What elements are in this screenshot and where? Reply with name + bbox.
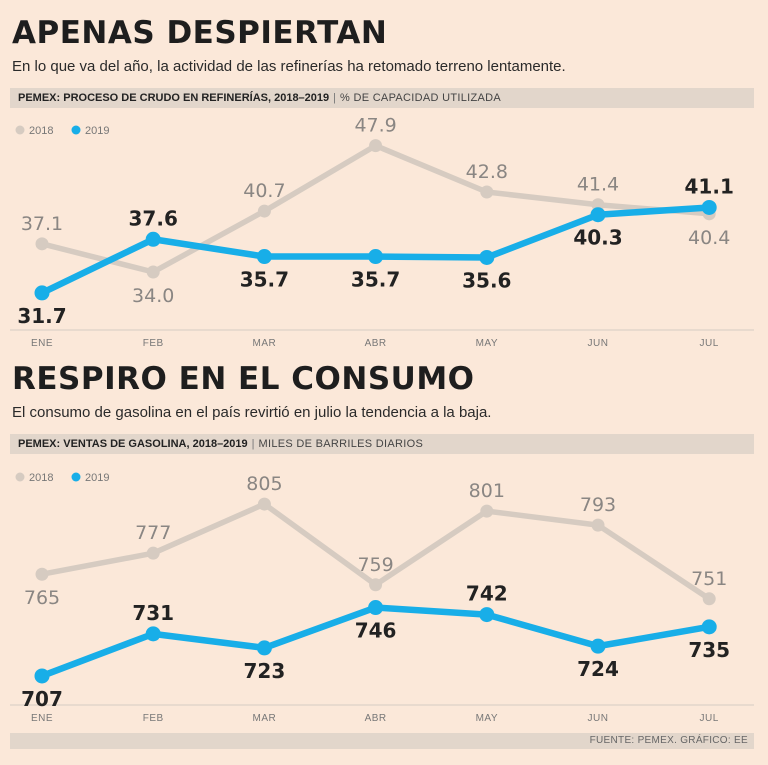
legend-marker-2019 xyxy=(71,472,81,482)
chart2-subtitle: El consumo de gasolina en el país revirt… xyxy=(12,404,492,421)
data-label-2019: 31.7 xyxy=(17,304,66,328)
data-point-2019 xyxy=(34,285,50,301)
x-tick-label: ENE xyxy=(31,338,53,349)
x-tick-label: MAY xyxy=(476,338,498,349)
data-label-2019: 731 xyxy=(132,601,174,625)
x-tick-label: FEB xyxy=(143,338,164,349)
legend-label-2019: 2019 xyxy=(85,125,109,137)
data-point-2018 xyxy=(146,546,160,560)
data-label-2018: 765 xyxy=(24,587,60,609)
data-label-2019: 37.6 xyxy=(129,206,178,230)
data-label-2018: 40.4 xyxy=(688,227,730,249)
chart2-header-title: PEMEX: VENTAS DE GASOLINA, 2018–2019 xyxy=(18,438,248,450)
legend-label-2019: 2019 xyxy=(85,472,109,484)
data-point-2019 xyxy=(145,626,161,642)
data-label-2018: 47.9 xyxy=(354,115,396,137)
data-point-2018 xyxy=(480,504,494,518)
data-label-2019: 35.7 xyxy=(351,268,400,292)
data-label-2019: 35.6 xyxy=(462,268,511,292)
data-point-2018 xyxy=(35,237,49,251)
chart1-plot: ENE FEB MAR ABR MAY JUN JUL 2018 2019 37.1 34.0 40.… xyxy=(10,115,754,349)
data-point-2018 xyxy=(35,567,49,581)
chart2-title: RESPIRO EN EL CONSUMO xyxy=(12,361,475,397)
x-tick-label: MAY xyxy=(476,713,498,724)
data-label-2019: 707 xyxy=(21,687,63,711)
chart2-plot: ENE FEB MAR ABR MAY JUN JUL 2018 2019 765 777 805 75… xyxy=(10,472,754,724)
data-point-2019 xyxy=(701,619,717,635)
data-label-2018: 793 xyxy=(580,494,616,516)
chart1-subtitle: En lo que va del año, la actividad de la… xyxy=(12,58,566,75)
data-point-2019 xyxy=(368,600,384,616)
chart1-title: APENAS DESPIERTAN xyxy=(12,15,388,51)
data-point-2018 xyxy=(257,204,271,218)
data-label-2018: 805 xyxy=(246,473,282,495)
x-tick-label: MAR xyxy=(253,713,277,724)
data-point-2019 xyxy=(34,668,50,684)
data-point-2019 xyxy=(145,231,161,247)
data-label-2019: 746 xyxy=(355,619,397,643)
data-point-2018 xyxy=(480,185,494,199)
source-footer: FUENTE: PEMEX. GRÁFICO: EE xyxy=(10,733,754,749)
data-point-2018 xyxy=(702,592,716,606)
data-point-2019 xyxy=(479,249,495,265)
data-point-2019 xyxy=(590,207,606,223)
data-point-2018 xyxy=(369,139,383,153)
data-point-2018 xyxy=(257,497,271,511)
data-label-2019: 735 xyxy=(688,638,730,662)
data-point-2019 xyxy=(590,638,606,654)
data-point-2019 xyxy=(256,249,272,265)
legend-marker-2018 xyxy=(15,472,25,482)
data-point-2019 xyxy=(368,249,384,265)
data-label-2019: 742 xyxy=(466,582,508,606)
chart1-header-bar: PEMEX: PROCESO DE CRUDO EN REFINERÍAS, 2… xyxy=(10,88,754,108)
x-tick-label: FEB xyxy=(143,713,164,724)
data-label-2018: 34.0 xyxy=(132,285,174,307)
chart1-header-title: PEMEX: PROCESO DE CRUDO EN REFINERÍAS, 2… xyxy=(18,92,330,104)
legend-label-2018: 2018 xyxy=(29,472,53,484)
data-point-2018 xyxy=(146,265,160,279)
data-label-2018: 42.8 xyxy=(466,161,508,183)
legend-marker-2019 xyxy=(71,125,81,135)
data-label-2018: 759 xyxy=(357,554,393,576)
x-tick-label: JUL xyxy=(700,713,719,724)
chart2-header-bar: PEMEX: VENTAS DE GASOLINA, 2018–2019 | MIL… xyxy=(10,434,754,454)
data-label-2019: 723 xyxy=(244,659,286,683)
data-label-2018: 777 xyxy=(135,522,171,544)
data-label-2018: 751 xyxy=(691,568,727,590)
data-label-2018: 41.4 xyxy=(577,174,619,196)
data-label-2018: 40.7 xyxy=(243,180,285,202)
data-label-2019: 724 xyxy=(577,657,619,681)
x-tick-label: JUN xyxy=(588,713,609,724)
data-label-2018: 37.1 xyxy=(21,213,63,235)
data-point-2019 xyxy=(479,607,495,623)
data-label-2019: 35.7 xyxy=(240,268,289,292)
data-label-2019: 41.1 xyxy=(685,174,734,198)
chart1-header-unit: % DE CAPACIDAD UTILIZADA xyxy=(340,92,502,104)
x-tick-label: JUN xyxy=(588,338,609,349)
data-label-2019: 40.3 xyxy=(573,226,622,250)
x-tick-label: MAR xyxy=(253,338,277,349)
data-point-2019 xyxy=(701,199,717,215)
chart2-header-unit: MILES DE BARRILES DIARIOS xyxy=(258,438,424,450)
data-label-2018: 801 xyxy=(469,480,505,502)
x-tick-label: JUL xyxy=(700,338,719,349)
x-tick-label: ENE xyxy=(31,713,53,724)
data-point-2018 xyxy=(369,578,383,592)
legend-label-2018: 2018 xyxy=(29,125,53,137)
x-tick-label: ABR xyxy=(365,713,387,724)
legend-marker-2018 xyxy=(15,125,25,135)
x-tick-label: ABR xyxy=(365,338,387,349)
data-point-2018 xyxy=(591,518,605,532)
data-point-2019 xyxy=(256,640,272,656)
